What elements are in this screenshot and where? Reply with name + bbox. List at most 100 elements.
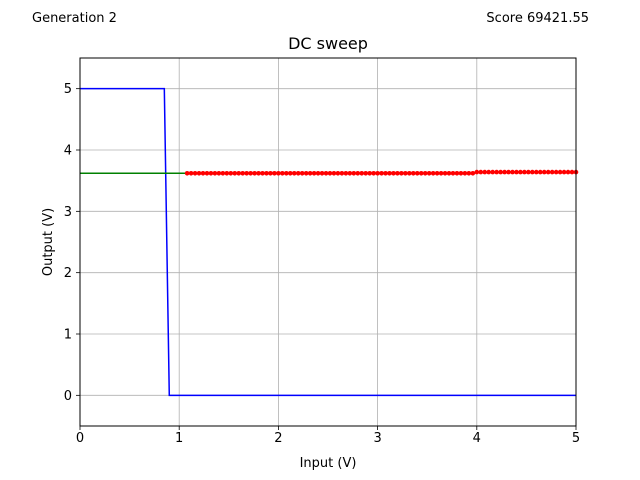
y-axis-label: Output (V) xyxy=(41,208,56,276)
data-point xyxy=(565,169,571,175)
data-point xyxy=(196,171,202,176)
data-point xyxy=(395,171,400,176)
data-point xyxy=(299,171,305,176)
data-point xyxy=(510,169,515,175)
data-point xyxy=(216,171,222,176)
data-point xyxy=(438,171,444,176)
data-point xyxy=(494,169,499,175)
data-point xyxy=(311,171,317,176)
data-point xyxy=(450,171,456,176)
data-point xyxy=(295,171,301,176)
data-point xyxy=(478,169,484,175)
data-point xyxy=(319,171,325,176)
data-point xyxy=(268,171,273,176)
data-point xyxy=(355,171,361,176)
y-tick-label: 0 xyxy=(64,389,72,404)
x-tick-label: 0 xyxy=(76,431,84,446)
data-point xyxy=(220,171,226,176)
data-point xyxy=(208,171,214,176)
data-point xyxy=(307,171,313,176)
data-point xyxy=(276,171,281,176)
data-point xyxy=(331,171,337,176)
data-point xyxy=(549,169,555,175)
data-point xyxy=(204,171,210,176)
data-point xyxy=(264,171,269,176)
data-point xyxy=(561,169,567,175)
data-point xyxy=(502,169,507,175)
data-point xyxy=(367,171,372,176)
chart-title: DC sweep xyxy=(288,34,368,53)
data-point xyxy=(192,171,198,176)
x-tick-label: 3 xyxy=(373,431,381,446)
data-point xyxy=(236,171,242,176)
generation-label: Generation 2 xyxy=(32,11,117,26)
data-point xyxy=(260,171,265,176)
x-tick-label: 2 xyxy=(274,431,282,446)
data-point xyxy=(272,171,277,176)
data-point xyxy=(248,171,253,176)
data-point xyxy=(375,171,380,176)
data-point xyxy=(557,169,563,175)
plot-area-frame xyxy=(79,57,577,427)
data-point xyxy=(343,171,349,176)
y-tick-label: 3 xyxy=(64,205,72,220)
data-point xyxy=(188,171,194,176)
data-point xyxy=(327,171,333,176)
data-point xyxy=(212,171,218,176)
data-point xyxy=(446,171,452,176)
data-point xyxy=(184,171,190,176)
y-tick-label: 1 xyxy=(64,328,72,343)
data-point xyxy=(498,169,503,175)
data-point xyxy=(545,169,551,175)
x-tick-label: 4 xyxy=(473,431,481,446)
data-point xyxy=(244,171,249,176)
axis-ticks: 0 1 2 3 4 5 0 1 2 3 4 5 xyxy=(64,82,580,446)
data-point xyxy=(442,171,448,176)
data-point xyxy=(541,169,547,175)
data-point xyxy=(288,171,293,176)
data-point xyxy=(403,171,408,176)
data-point xyxy=(534,169,539,175)
data-point xyxy=(359,171,365,176)
data-point xyxy=(379,171,384,176)
data-point xyxy=(474,169,480,175)
data-point xyxy=(530,169,535,175)
data-point xyxy=(422,171,428,176)
data-point xyxy=(280,171,285,176)
data-point xyxy=(399,171,404,176)
data-point xyxy=(383,171,388,176)
score-label: Score 69421.55 xyxy=(486,11,589,26)
series-layer xyxy=(80,87,579,397)
data-point xyxy=(240,171,245,176)
data-point xyxy=(363,171,369,176)
data-point xyxy=(430,171,436,176)
data-point xyxy=(339,171,345,176)
data-point xyxy=(303,171,309,176)
data-point xyxy=(458,171,464,176)
data-point xyxy=(315,171,321,176)
data-point xyxy=(232,171,238,176)
x-tick-label: 1 xyxy=(175,431,183,446)
data-point xyxy=(256,171,261,176)
data-point xyxy=(426,171,432,176)
data-point xyxy=(470,171,476,176)
data-point xyxy=(514,169,519,175)
data-point xyxy=(454,171,460,176)
data-point xyxy=(351,171,357,176)
data-point xyxy=(228,171,234,176)
data-point xyxy=(553,169,559,175)
data-point xyxy=(526,169,531,175)
y-tick-label: 4 xyxy=(64,144,72,159)
data-point xyxy=(252,171,257,176)
data-point xyxy=(466,171,472,176)
data-point xyxy=(347,171,353,176)
data-point xyxy=(291,171,297,176)
data-point xyxy=(391,171,396,176)
data-point xyxy=(414,171,420,176)
data-point xyxy=(323,171,329,176)
data-point xyxy=(411,171,416,176)
series-line-0 xyxy=(80,87,576,397)
data-point xyxy=(569,169,575,175)
data-point xyxy=(407,171,412,176)
data-point xyxy=(387,171,392,176)
